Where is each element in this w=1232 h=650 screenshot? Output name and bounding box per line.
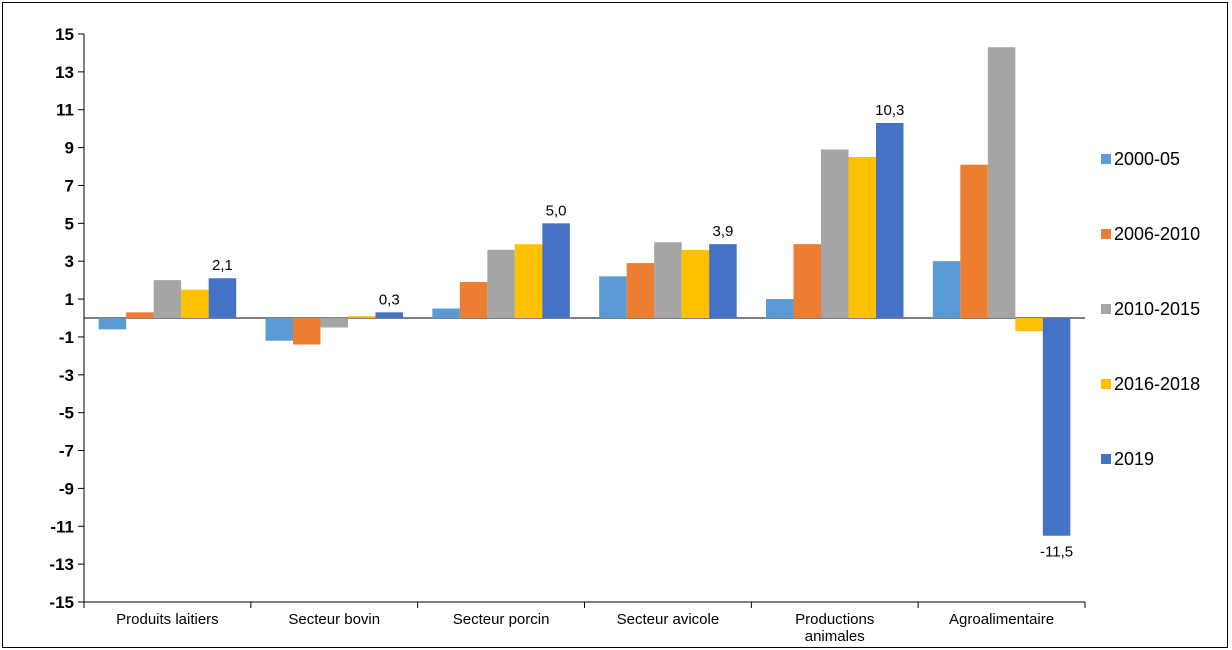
bar-2016-2018 [848,157,876,318]
data-label: 2,1 [212,257,233,274]
bar-2000-05 [432,308,460,318]
bar-2016-2018 [681,249,710,318]
bar-2010-2015 [821,149,849,318]
category-label-line: animales [805,628,865,645]
bar-2019 [375,312,403,318]
y-tick-label: -1 [59,328,74,347]
bar-2010-2015 [987,47,1016,319]
y-tick-label: 3 [65,252,74,271]
legend-label: 2019 [1114,449,1154,469]
data-label: 10,3 [875,102,904,119]
bar-2010-2015 [320,318,348,328]
category-label: Produits laitiers [116,611,219,628]
data-labels: 2,1 0,3 5,0 3,9 10,3 -11,5 [212,102,1073,561]
bar-2010-2015 [153,280,182,318]
y-tick-label: -9 [59,479,74,498]
y-tick-label: -3 [59,366,74,385]
legend-label: 2006-2010 [1114,224,1200,244]
bar-2000-05 [98,318,127,330]
category-label-line: Agroalimentaire [949,611,1054,628]
category-label: Secteur avicole [617,611,720,628]
bar-2010-2015 [654,242,682,318]
bar-2016-2018 [1015,318,1043,332]
legend-swatch [1101,454,1111,464]
bar-2000-05 [932,261,961,318]
category-label-line: Secteur porcin [453,611,550,628]
y-tick-label: -15 [49,593,74,612]
bar-2016-2018 [348,316,376,318]
data-label: -11,5 [1040,544,1073,561]
bar-2019 [542,223,570,318]
bar-2019 [876,122,904,318]
bar-2006-2010 [126,312,154,318]
bar-2000-05 [766,299,794,318]
data-label: 0,3 [379,291,400,308]
data-label: 5,0 [546,202,567,219]
y-tick-label: 11 [56,101,74,120]
legend: 2000-05 2006-2010 2010-2015 2016-2018 2019 [1101,149,1200,469]
y-tick-label: -7 [59,442,74,461]
category-label-line: Secteur bovin [288,611,380,628]
legend-swatch [1101,229,1111,239]
bar-2006-2010 [293,318,321,345]
category-label-line: Productions [795,611,874,628]
bar-2000-05 [599,276,627,318]
y-tick-label: 9 [65,139,74,158]
legend-label: 2016-2018 [1114,374,1200,394]
bar-chart: 15 13 11 9 7 5 3 1 -1 -3 -5 -7 -9 -11 -13 -15 Produits l… [49,25,1200,645]
bar-2006-2010 [459,282,488,318]
y-tick-label: -11 [50,517,74,536]
category-label: Secteur bovin [288,611,380,628]
bar-2019 [709,244,737,318]
axes: 15 13 11 9 7 5 3 1 -1 -3 -5 -7 -9 -11 -13 -15 Produits l… [49,25,1086,645]
y-tick-label: 7 [65,176,74,195]
y-tick-label: 13 [55,63,74,82]
bar-2006-2010 [793,244,821,318]
data-label: 3,9 [712,223,733,240]
bars [98,47,1071,536]
bar-2019 [208,278,237,318]
y-tick-label: 1 [65,290,74,309]
bar-2000-05 [265,318,293,341]
category-label: Agroalimentaire [949,611,1054,628]
category-label: Productions animales [795,611,874,645]
legend-swatch [1101,304,1111,314]
category-label-line: Produits laitiers [116,611,219,628]
legend-swatch [1101,379,1111,389]
bar-2016-2018 [514,244,543,318]
y-tick-label: 5 [65,214,74,233]
bar-2010-2015 [487,249,515,318]
y-tick-label: -13 [49,555,74,574]
legend-label: 2000-05 [1114,149,1180,169]
bar-2019 [1042,318,1071,536]
legend-label: 2010-2015 [1114,299,1200,319]
y-tick-label: 15 [55,25,74,44]
bar-2006-2010 [960,164,988,318]
legend-swatch [1101,154,1111,164]
category-label-line: Secteur avicole [617,611,720,628]
bar-2006-2010 [626,263,655,318]
y-tick-label: -5 [59,404,74,423]
bar-2016-2018 [181,289,209,318]
category-label: Secteur porcin [453,611,550,628]
